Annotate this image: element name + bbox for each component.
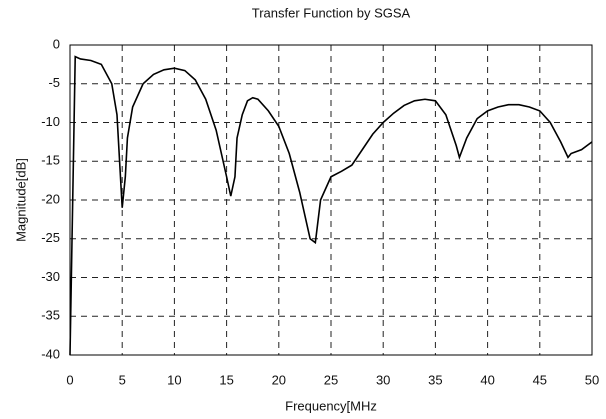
plot-frame: [69, 44, 593, 356]
y-tick-label: -20: [41, 191, 60, 206]
y-tick-label: 0: [53, 36, 60, 51]
x-tick-label: 20: [272, 372, 286, 387]
x-tick-label: 0: [66, 372, 73, 387]
x-axis-label: Frequency[MHz: [285, 398, 377, 413]
data-line: [69, 55, 593, 356]
y-tick-label: -10: [41, 114, 60, 129]
y-axis-label: Magnitude[dB]: [13, 158, 28, 242]
y-tick-label: -35: [41, 308, 60, 323]
y-tick-label: -25: [41, 230, 60, 245]
x-tick-label: 25: [324, 372, 338, 387]
x-tick-label: 30: [376, 372, 390, 387]
x-tick-label: 45: [533, 372, 547, 387]
x-tick-label: 50: [585, 372, 599, 387]
x-tick-label: 40: [480, 372, 494, 387]
chart-title: Transfer Function by SGSA: [252, 5, 411, 20]
x-tick-label: 10: [167, 372, 181, 387]
x-tick-label: 35: [428, 372, 442, 387]
y-tick-label: -30: [41, 269, 60, 284]
x-tick-label: 5: [119, 372, 126, 387]
y-tick-label: -15: [41, 153, 60, 168]
y-tick-label: -40: [41, 346, 60, 361]
y-tick-label: -5: [48, 75, 60, 90]
x-tick-label: 15: [219, 372, 233, 387]
